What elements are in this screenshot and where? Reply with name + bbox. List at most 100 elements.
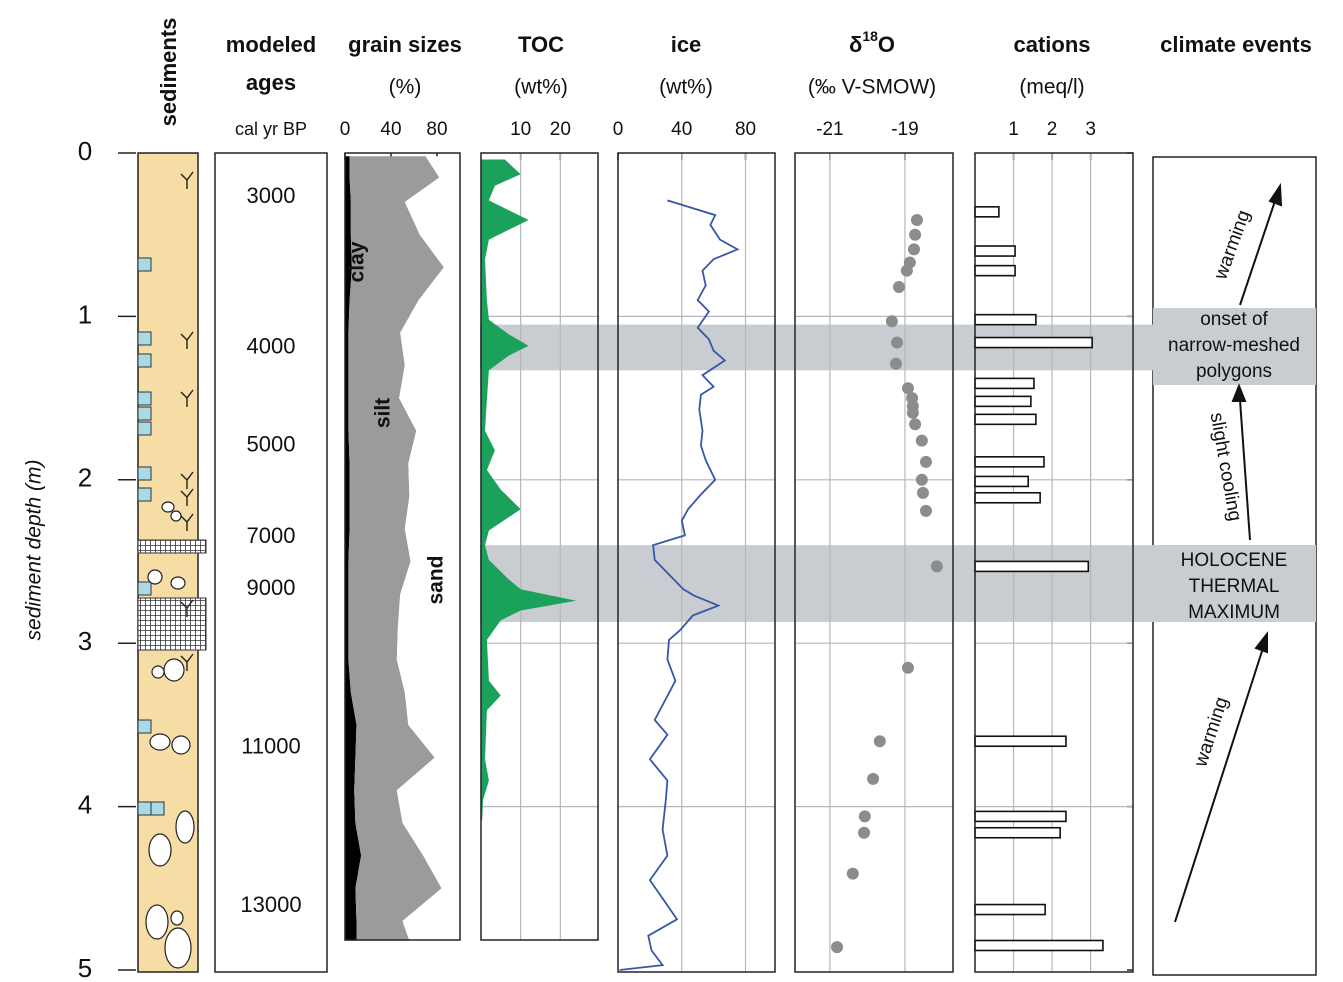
isotope-point [920,456,932,468]
panel-unit: (‰ V-SMOW) [808,76,936,99]
x-tick-label: -21 [816,119,843,140]
climate-title: climate events [1160,32,1312,57]
x-tick-label: 10 [510,119,531,140]
panel-unit: (%) [389,76,422,99]
isotope-point [909,229,921,241]
panel-unit: (wt%) [514,76,568,99]
isotope-point [831,941,843,953]
isotope-point [902,662,914,674]
cation-bar [975,811,1066,821]
isotope-point [907,407,919,419]
x-tick-label: 0 [613,119,624,140]
sediments-title: sediments [156,18,181,127]
event-label: THERMAL [1189,576,1280,597]
depth-tick-label: 4 [78,789,92,819]
figure: sediment depth (m) sediments climate eve… [0,0,1343,982]
cation-bar [975,378,1034,388]
title-part: 18 [862,28,878,44]
isotope-point [890,358,902,370]
ice-wedge [138,540,206,553]
series-label: silt [372,398,395,428]
x-tick-label: 20 [550,119,571,140]
cation-bar [975,396,1031,406]
panel-title: δ18O [849,28,895,57]
panel-title: ages [246,70,296,95]
depth-tick-label: 3 [78,626,92,656]
isotope-point [916,474,928,486]
cation-bar [975,940,1103,950]
isotope-point [858,827,870,839]
event-label: onset of [1200,309,1268,330]
cation-bar [975,561,1088,571]
panel-unit: (wt%) [659,76,713,99]
cation-bar [975,207,999,217]
event-label: MAXIMUM [1188,602,1280,623]
age-label: 5000 [247,431,296,456]
x-tick-label: -19 [891,119,918,140]
panel-unit: (meq/l) [1019,76,1084,99]
event-label: HOLOCENE [1181,550,1288,571]
isotope-point [916,435,928,447]
isotope-point [911,214,923,226]
cation-bar [975,266,1015,276]
x-tick-label: 0 [340,119,351,140]
panel-title: modeled [226,32,316,57]
event-label: slight cooling [1206,411,1246,523]
x-tick-label: 80 [735,119,756,140]
isotope-point [891,337,903,349]
cation-bar [975,457,1044,467]
isotope-point [901,265,913,277]
page: sediment depth (m) sediments climate eve… [0,0,1343,982]
cation-bar [975,476,1028,486]
age-label: 4000 [247,333,296,358]
depth-tick-label: 1 [78,299,92,329]
age-label: 7000 [247,523,296,548]
event-label: narrow-meshed [1168,335,1300,356]
isotope-point [874,735,886,747]
isotope-point [867,773,879,785]
isotope-point [920,505,932,517]
age-label: 13000 [240,892,301,917]
panel-title: TOC [518,32,564,57]
series-label: clay [346,241,369,282]
cation-bar [975,828,1060,838]
panel-title: ice [671,32,702,57]
isotope-point [909,418,921,430]
event-label: warming [1190,694,1232,770]
panel-title: cations [1013,32,1090,57]
x-tick-label: 80 [426,119,447,140]
cation-bar [975,338,1092,348]
isotope-point [847,868,859,880]
event-label: warming [1210,208,1255,284]
panel-unit: cal yr BP [235,119,307,139]
depth-tick-label: 5 [78,953,92,982]
x-tick-label: 3 [1085,119,1096,140]
cation-bar [975,315,1036,325]
x-tick-label: 1 [1008,119,1019,140]
climate-events: climate events warming onset of narrow-m… [1153,32,1316,975]
ice-wedge [138,598,206,650]
isotope-point [917,487,929,499]
isotope-point [908,243,920,255]
cation-bar [975,493,1040,503]
isotope-point [931,560,943,572]
toc-area [481,160,576,820]
age-label: 11000 [241,734,301,759]
isotope-point [859,810,871,822]
panel-title: grain sizes [348,32,462,57]
x-tick-label: 2 [1047,119,1058,140]
title-part: δ [849,32,862,57]
cation-bar [975,905,1045,915]
depth-axis-label: sediment depth (m) [23,460,46,641]
title-part: O [878,32,895,57]
sediment-column: sediments [138,18,206,972]
x-tick-label: 40 [380,119,401,140]
cation-bar [975,414,1036,424]
x-tick-label: 40 [671,119,692,140]
isotope-point [886,315,898,327]
depth-tick-label: 0 [78,136,92,166]
cation-bar [975,736,1066,746]
isotope-point [893,281,905,293]
series-label: sand [425,555,448,604]
